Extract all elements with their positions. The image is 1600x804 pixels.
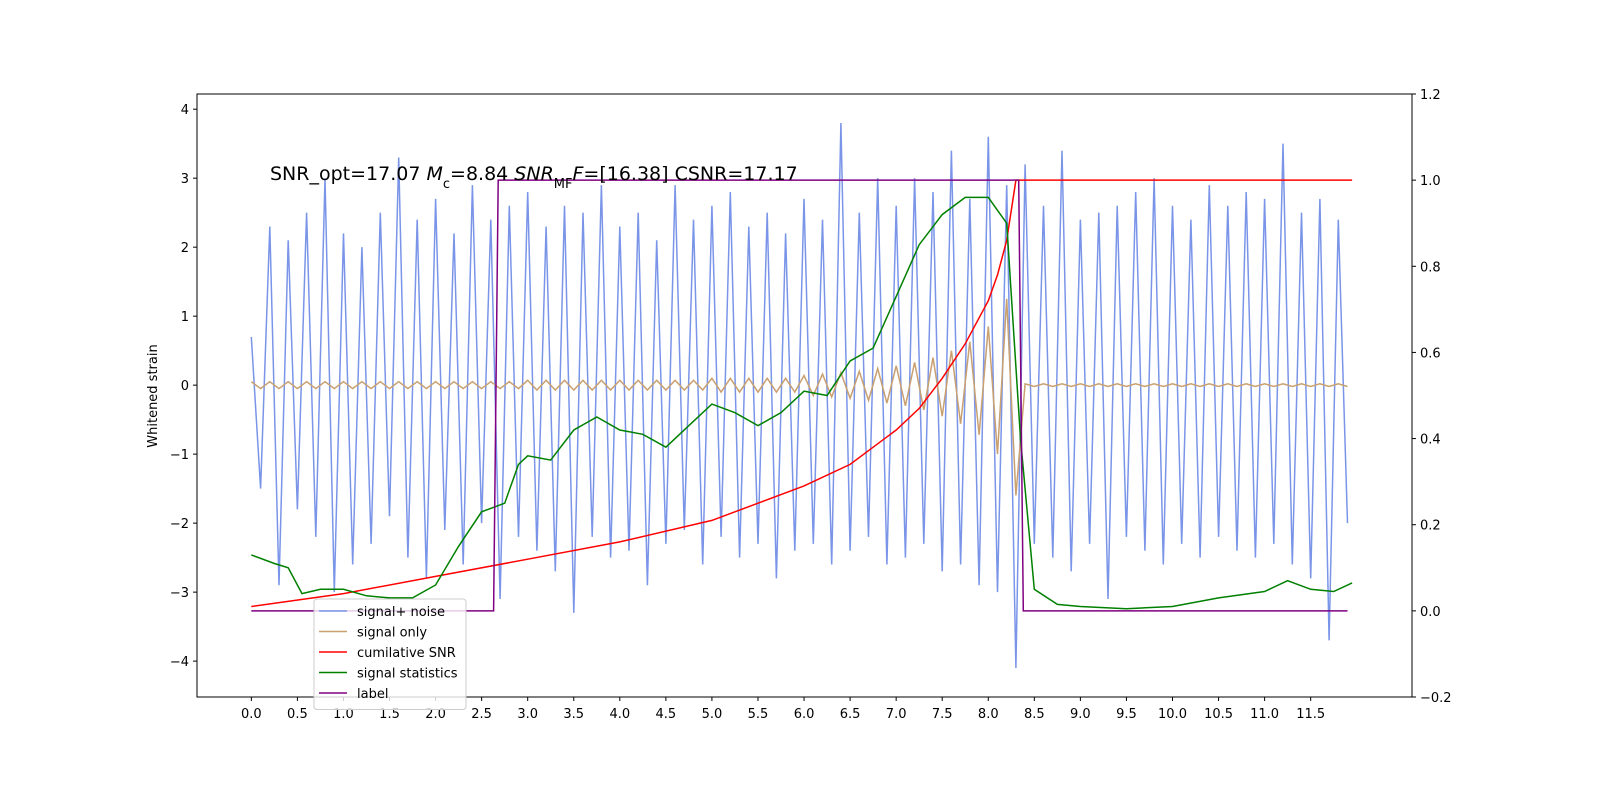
y2-tick-label: 1.2 — [1420, 88, 1441, 103]
annotation: SNR_opt=17.07 Mc=8.84 SNRMFF=[16.38] CSN… — [270, 163, 798, 192]
x-tick-label: 7.0 — [886, 707, 907, 722]
x-tick-label: 0.5 — [287, 707, 308, 722]
annotation-part: M — [426, 163, 442, 185]
x-tick-label: 6.0 — [794, 707, 815, 722]
x-tick-label: 1.0 — [333, 707, 354, 722]
y2-tick-label: 1.0 — [1420, 174, 1441, 189]
y2-tick-label: 0.6 — [1420, 346, 1441, 361]
y2-tick-label: 0.4 — [1420, 433, 1441, 448]
annotation-part: =[16.38] CSNR=17.17 — [583, 163, 797, 185]
series-line — [250, 122, 1349, 669]
legend-box — [313, 598, 467, 710]
series-line — [251, 196, 1353, 610]
series-line — [251, 179, 1353, 608]
y2-tick-label: −0.2 — [1420, 691, 1452, 706]
x-tick-label: 0.0 — [241, 707, 262, 722]
x-tick-label: 10.0 — [1158, 707, 1187, 722]
annotation-part: MF — [554, 177, 573, 192]
y-tick-label: 0 — [181, 379, 189, 394]
annotation-part: c — [443, 177, 450, 192]
x-tick-label: 9.0 — [1070, 707, 1091, 722]
annotation-part: SNR_opt=17.07 — [270, 163, 426, 185]
legend-label: label — [357, 687, 388, 702]
annotation-part: F — [572, 163, 584, 185]
y2-tick-label: 0.8 — [1420, 260, 1441, 275]
x-tick-label: 2.5 — [471, 707, 492, 722]
y-tick-label: −3 — [170, 586, 189, 601]
x-tick-label: 5.5 — [748, 707, 769, 722]
legend-label: cumilative SNR — [357, 646, 456, 661]
x-tick-label: 10.5 — [1204, 707, 1233, 722]
x-tick-label: 9.5 — [1116, 707, 1137, 722]
x-tick-label: 3.0 — [517, 707, 538, 722]
y-tick-label: 4 — [181, 103, 189, 118]
x-tick-label: 1.5 — [379, 707, 400, 722]
legend-label: signal only — [357, 626, 427, 641]
x-tick-label: 3.5 — [563, 707, 584, 722]
x-tick-label: 6.5 — [840, 707, 861, 722]
y-tick-label: 2 — [181, 241, 189, 256]
x-tick-label: 8.5 — [1024, 707, 1045, 722]
annotation-part: =8.84 — [450, 163, 514, 185]
legend-label: signal statistics — [357, 667, 458, 682]
x-tick-label: 4.0 — [609, 707, 630, 722]
x-tick-label: 8.0 — [978, 707, 999, 722]
y-tick-label: −4 — [170, 655, 189, 670]
series-line — [250, 298, 1348, 496]
x-tick-label: 5.0 — [702, 707, 723, 722]
y-axis-label: Whitened strain — [146, 344, 161, 447]
x-tick-label: 11.5 — [1296, 707, 1325, 722]
y2-tick-label: 0.2 — [1420, 519, 1441, 534]
legend-label: signal+ noise — [357, 605, 445, 620]
x-tick-label: 7.5 — [932, 707, 953, 722]
y-tick-label: −1 — [170, 448, 189, 463]
x-tick-label: 2.0 — [425, 707, 446, 722]
annotation-part: SNR — [514, 163, 553, 185]
x-tick-label: 4.5 — [656, 707, 677, 722]
y2-tick-label: 0.0 — [1420, 605, 1441, 620]
y-tick-label: −2 — [170, 517, 189, 532]
x-tick-label: 11.0 — [1250, 707, 1279, 722]
y-tick-label: 3 — [181, 172, 189, 187]
y-tick-label: 1 — [181, 310, 189, 325]
